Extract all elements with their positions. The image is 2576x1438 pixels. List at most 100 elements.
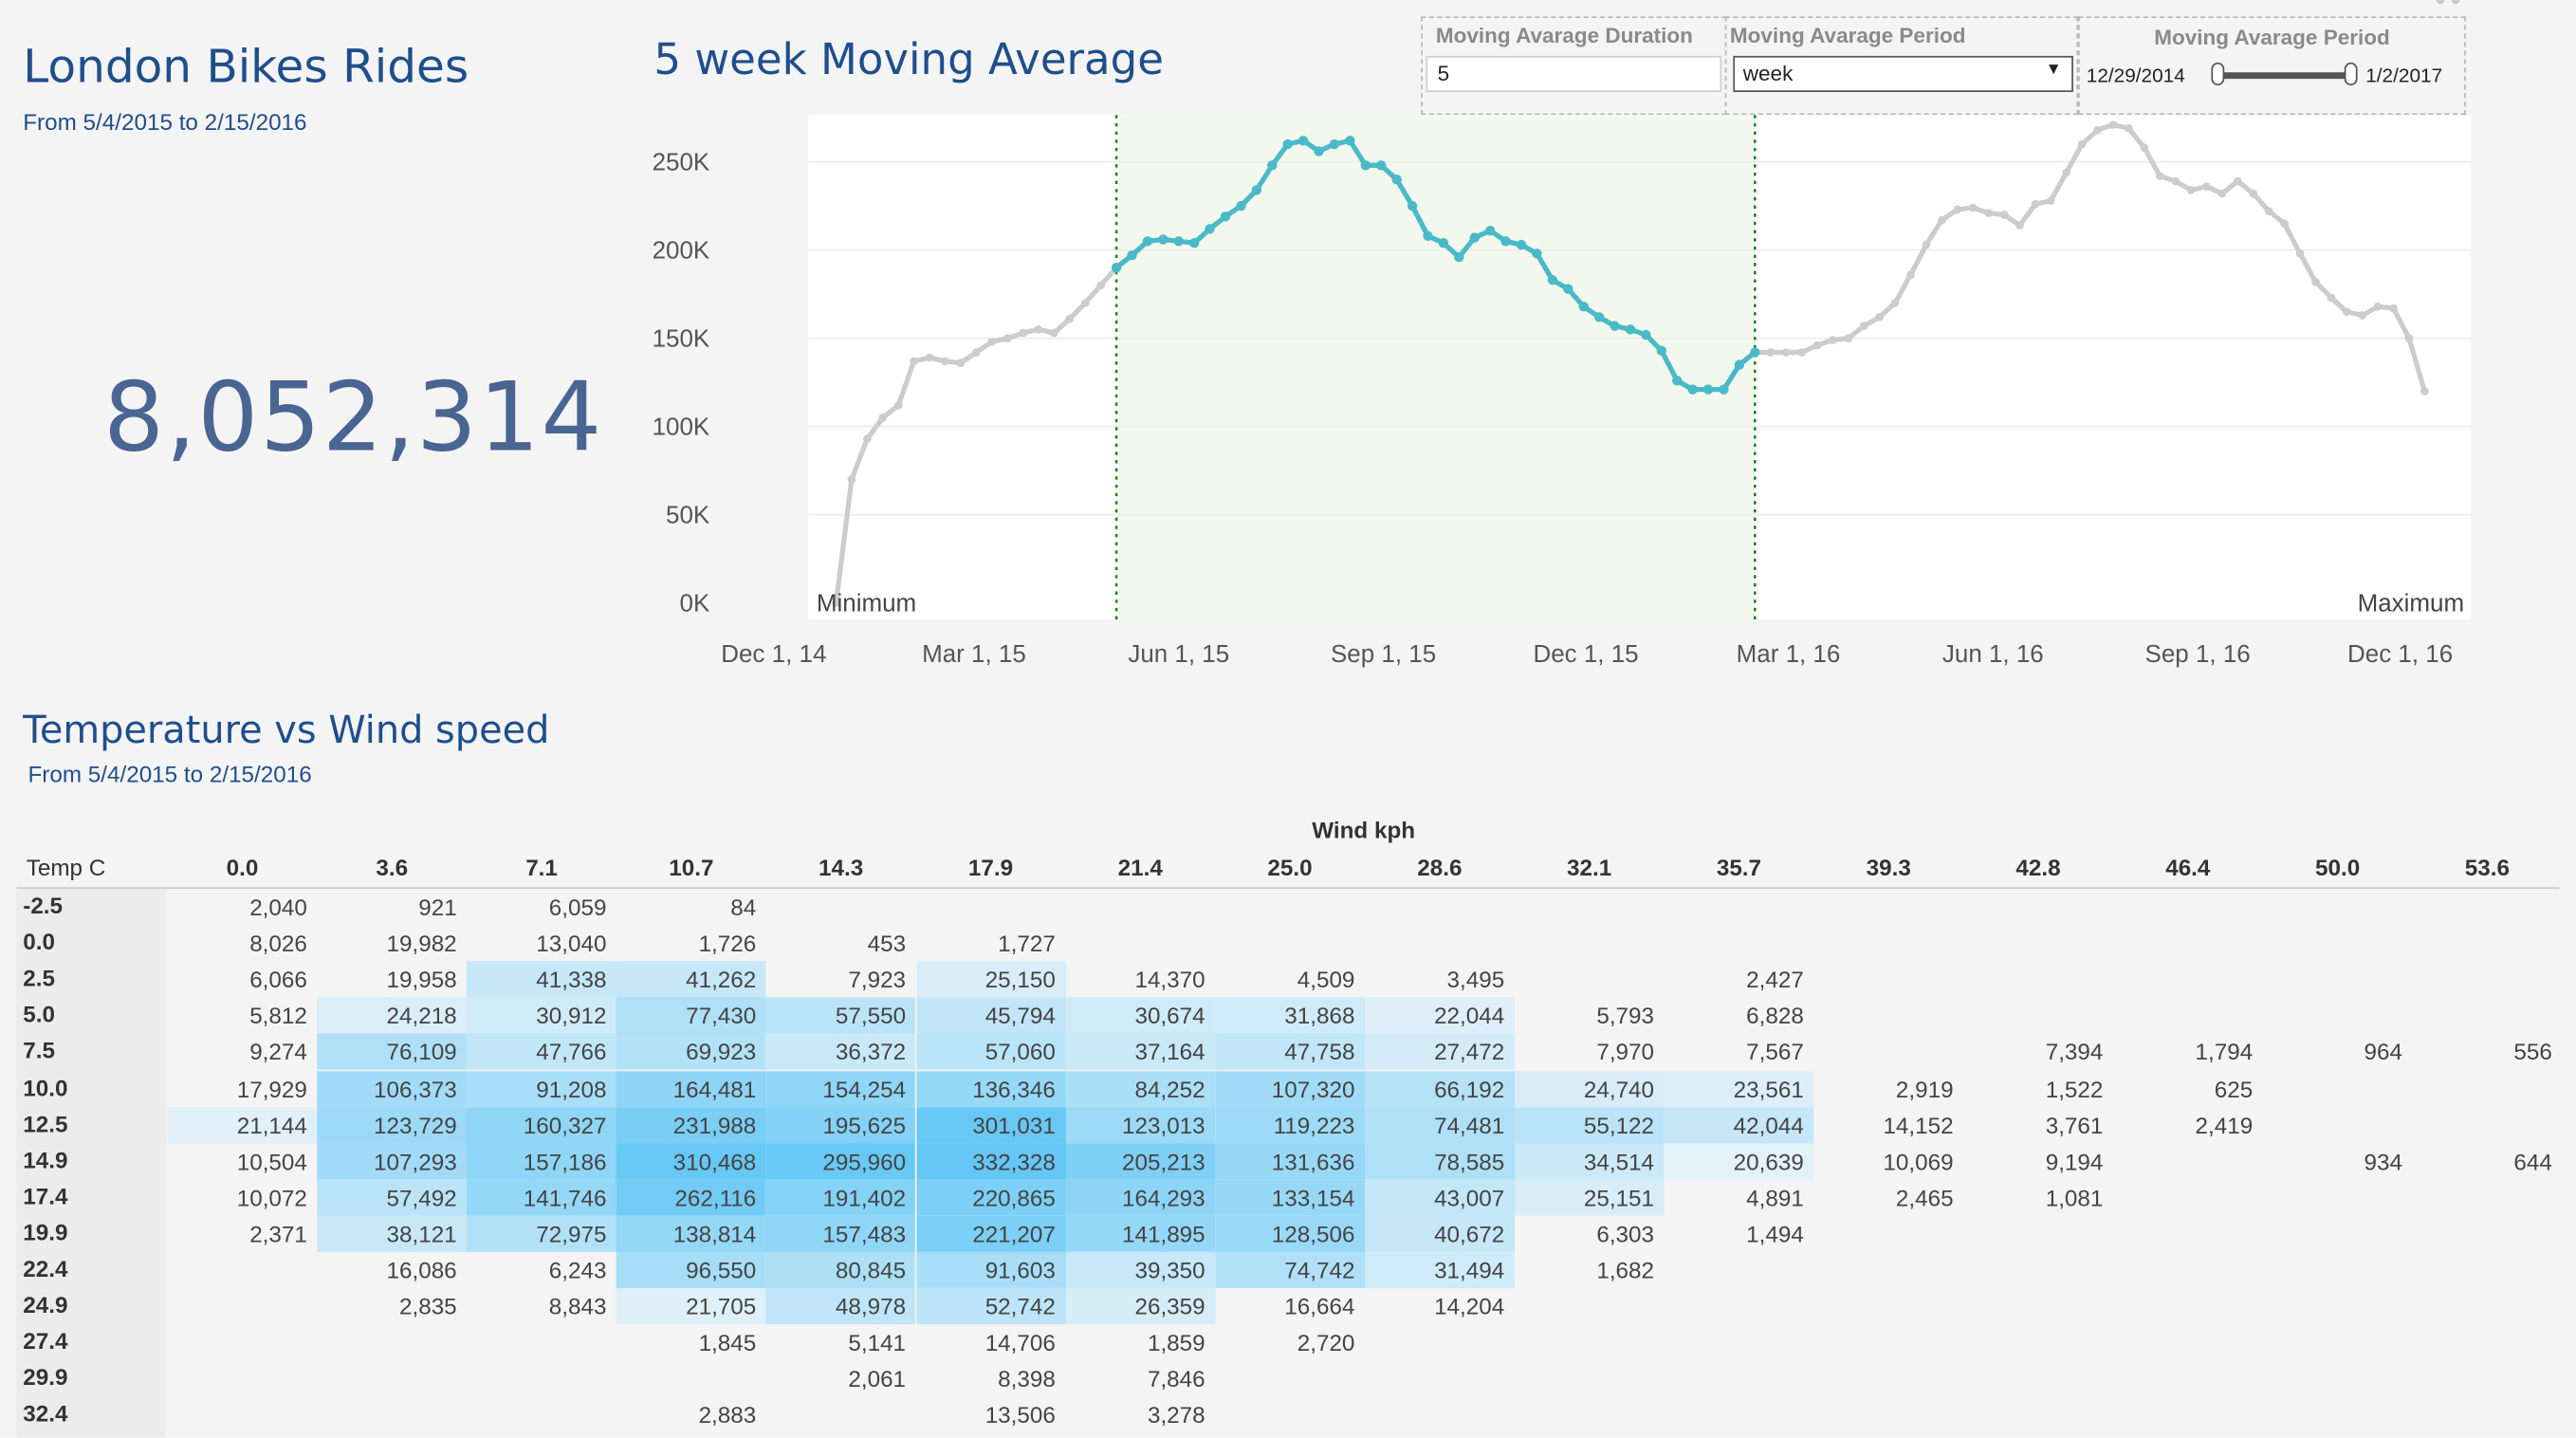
heatmap-cell[interactable] (1515, 1397, 1665, 1433)
heatmap-cell[interactable]: 7,567 (1746, 1039, 1804, 1066)
heatmap-cell[interactable]: 107,320 (1215, 1070, 1365, 1107)
heatmap-cell[interactable] (2263, 1397, 2413, 1433)
heatmap-cell[interactable] (2413, 889, 2563, 925)
heatmap-cell[interactable]: 157,483 (765, 1215, 916, 1252)
heatmap-cell[interactable]: 164,293 (1065, 1179, 1216, 1216)
heatmap-cell[interactable] (2413, 1324, 2563, 1360)
heatmap-cell[interactable] (2413, 1107, 2563, 1143)
heatmap-cell[interactable] (2413, 962, 2563, 998)
heatmap-cell[interactable]: 66,192 (1365, 1070, 1515, 1107)
heatmap-cell[interactable]: 57,060 (915, 1034, 1066, 1071)
heatmap-cell[interactable]: 1,522 (2045, 1075, 2104, 1102)
heatmap-cell[interactable] (2263, 962, 2413, 998)
heatmap-cell[interactable] (1813, 1361, 1963, 1397)
heatmap-cell[interactable] (2413, 1397, 2563, 1433)
heatmap-cell[interactable] (1813, 1034, 1963, 1070)
heatmap-cell[interactable]: 964 (2364, 1039, 2403, 1066)
heatmap-cell[interactable]: 76,109 (317, 1034, 468, 1071)
heatmap-cell[interactable] (2413, 1179, 2563, 1215)
heatmap-cell[interactable] (168, 1324, 318, 1360)
heatmap-cell[interactable] (1215, 925, 1365, 961)
heatmap-cell[interactable] (1215, 1361, 1365, 1397)
heatmap-cell[interactable] (2263, 1216, 2413, 1252)
range-slider-end-handle[interactable] (2344, 62, 2358, 86)
heatmap-cell[interactable]: 31,494 (1365, 1251, 1515, 1288)
heatmap-cell[interactable] (168, 1288, 318, 1324)
heatmap-cell[interactable]: 164,481 (616, 1070, 766, 1107)
heatmap-cell[interactable]: 72,975 (467, 1215, 616, 1252)
heatmap-cell[interactable] (766, 889, 916, 925)
heatmap-cell[interactable] (1065, 925, 1215, 961)
heatmap-cell[interactable]: 3,495 (1446, 966, 1505, 993)
heatmap-cell[interactable]: 55,122 (1514, 1106, 1665, 1143)
heatmap-cell[interactable]: 6,303 (1596, 1220, 1655, 1247)
heatmap-cell[interactable] (317, 1397, 467, 1433)
heatmap-cell[interactable] (168, 1397, 318, 1433)
heatmap-cell[interactable] (2113, 1361, 2263, 1397)
heatmap-cell[interactable] (1813, 998, 1963, 1034)
heatmap-cell[interactable]: 310,468 (616, 1143, 766, 1180)
heatmap-cell[interactable] (1665, 1361, 1814, 1397)
heatmap-cell[interactable] (916, 889, 1066, 925)
heatmap-cell[interactable]: 84,252 (1065, 1070, 1216, 1107)
heatmap-cell[interactable]: 1,794 (2195, 1039, 2254, 1066)
heatmap-cell[interactable]: 9,274 (249, 1039, 307, 1066)
heatmap-cell[interactable]: 138,814 (616, 1215, 766, 1252)
heatmap-cell[interactable] (1813, 1252, 1963, 1288)
heatmap-cell[interactable]: 2,427 (1746, 966, 1804, 993)
heatmap-cell[interactable]: 41,338 (467, 961, 616, 998)
heatmap-cell[interactable] (2413, 1252, 2563, 1288)
heatmap-cell[interactable]: 7,846 (1147, 1365, 1205, 1392)
heatmap-cell[interactable] (1515, 925, 1665, 961)
heatmap-cell[interactable]: 77,430 (616, 997, 766, 1035)
heatmap-cell[interactable] (1963, 1252, 2113, 1288)
heatmap-cell[interactable] (1963, 962, 2113, 998)
heatmap-cell[interactable]: 13,040 (536, 930, 607, 957)
heatmap-cell[interactable] (2113, 998, 2263, 1034)
heatmap-cell[interactable]: 42,044 (1664, 1106, 1814, 1143)
heatmap-cell[interactable] (1813, 889, 1963, 925)
heatmap-cell[interactable]: 10,069 (1883, 1148, 1954, 1174)
heatmap-cell[interactable] (2413, 1070, 2563, 1106)
heatmap-cell[interactable]: 2,883 (698, 1402, 757, 1429)
heatmap-cell[interactable] (1515, 889, 1665, 925)
heatmap-cell[interactable] (1365, 1361, 1515, 1397)
heatmap-cell[interactable] (2113, 1288, 2263, 1324)
heatmap-cell[interactable]: 2,371 (249, 1220, 307, 1247)
range-slider-start-handle[interactable] (2211, 62, 2225, 86)
heatmap-cell[interactable]: 39,350 (1065, 1251, 1216, 1288)
heatmap-cell[interactable] (2263, 1288, 2413, 1324)
heatmap-cell[interactable] (1963, 998, 2113, 1034)
heatmap-cell[interactable] (317, 1361, 467, 1397)
heatmap-cell[interactable] (2413, 998, 2563, 1034)
heatmap-cell[interactable] (2413, 925, 2563, 961)
range-slider-track[interactable] (2217, 72, 2349, 80)
heatmap-cell[interactable] (1665, 1252, 1814, 1288)
heatmap-cell[interactable] (1515, 1288, 1665, 1324)
heatmap-cell[interactable]: 16,664 (1284, 1293, 1355, 1320)
heatmap-cell[interactable] (1665, 1397, 1814, 1433)
heatmap-cell[interactable] (1813, 1288, 1963, 1324)
heatmap-cell[interactable]: 6,059 (548, 894, 607, 920)
heatmap-cell[interactable]: 30,674 (1065, 997, 1216, 1035)
heatmap-cell[interactable]: 2,419 (2195, 1111, 2254, 1138)
heatmap-cell[interactable] (2263, 998, 2413, 1034)
heatmap-cell[interactable]: 14,152 (1883, 1111, 1954, 1138)
heatmap-cell[interactable]: 4,509 (1297, 966, 1355, 993)
heatmap-cell[interactable]: 7,923 (848, 966, 907, 993)
heatmap-cell[interactable] (168, 1252, 318, 1288)
heatmap-cell[interactable]: 30,912 (467, 997, 616, 1035)
heatmap-cell[interactable] (2263, 1107, 2413, 1143)
heatmap-cell[interactable]: 16,086 (386, 1257, 457, 1283)
heatmap-cell[interactable]: 5,141 (848, 1329, 907, 1356)
heatmap-cell[interactable] (1515, 1324, 1665, 1360)
heatmap-cell[interactable] (2263, 889, 2413, 925)
heatmap-cell[interactable]: 1,682 (1596, 1257, 1655, 1283)
heatmap-cell[interactable]: 2,465 (1895, 1184, 1954, 1211)
heatmap-cell[interactable] (1365, 925, 1515, 961)
heatmap-cell[interactable]: 69,923 (616, 1034, 766, 1071)
heatmap-cell[interactable] (2113, 889, 2263, 925)
heatmap-cell[interactable] (168, 1361, 318, 1397)
duration-input[interactable]: 5 (1426, 55, 1722, 92)
heatmap-cell[interactable]: 91,208 (467, 1070, 616, 1107)
